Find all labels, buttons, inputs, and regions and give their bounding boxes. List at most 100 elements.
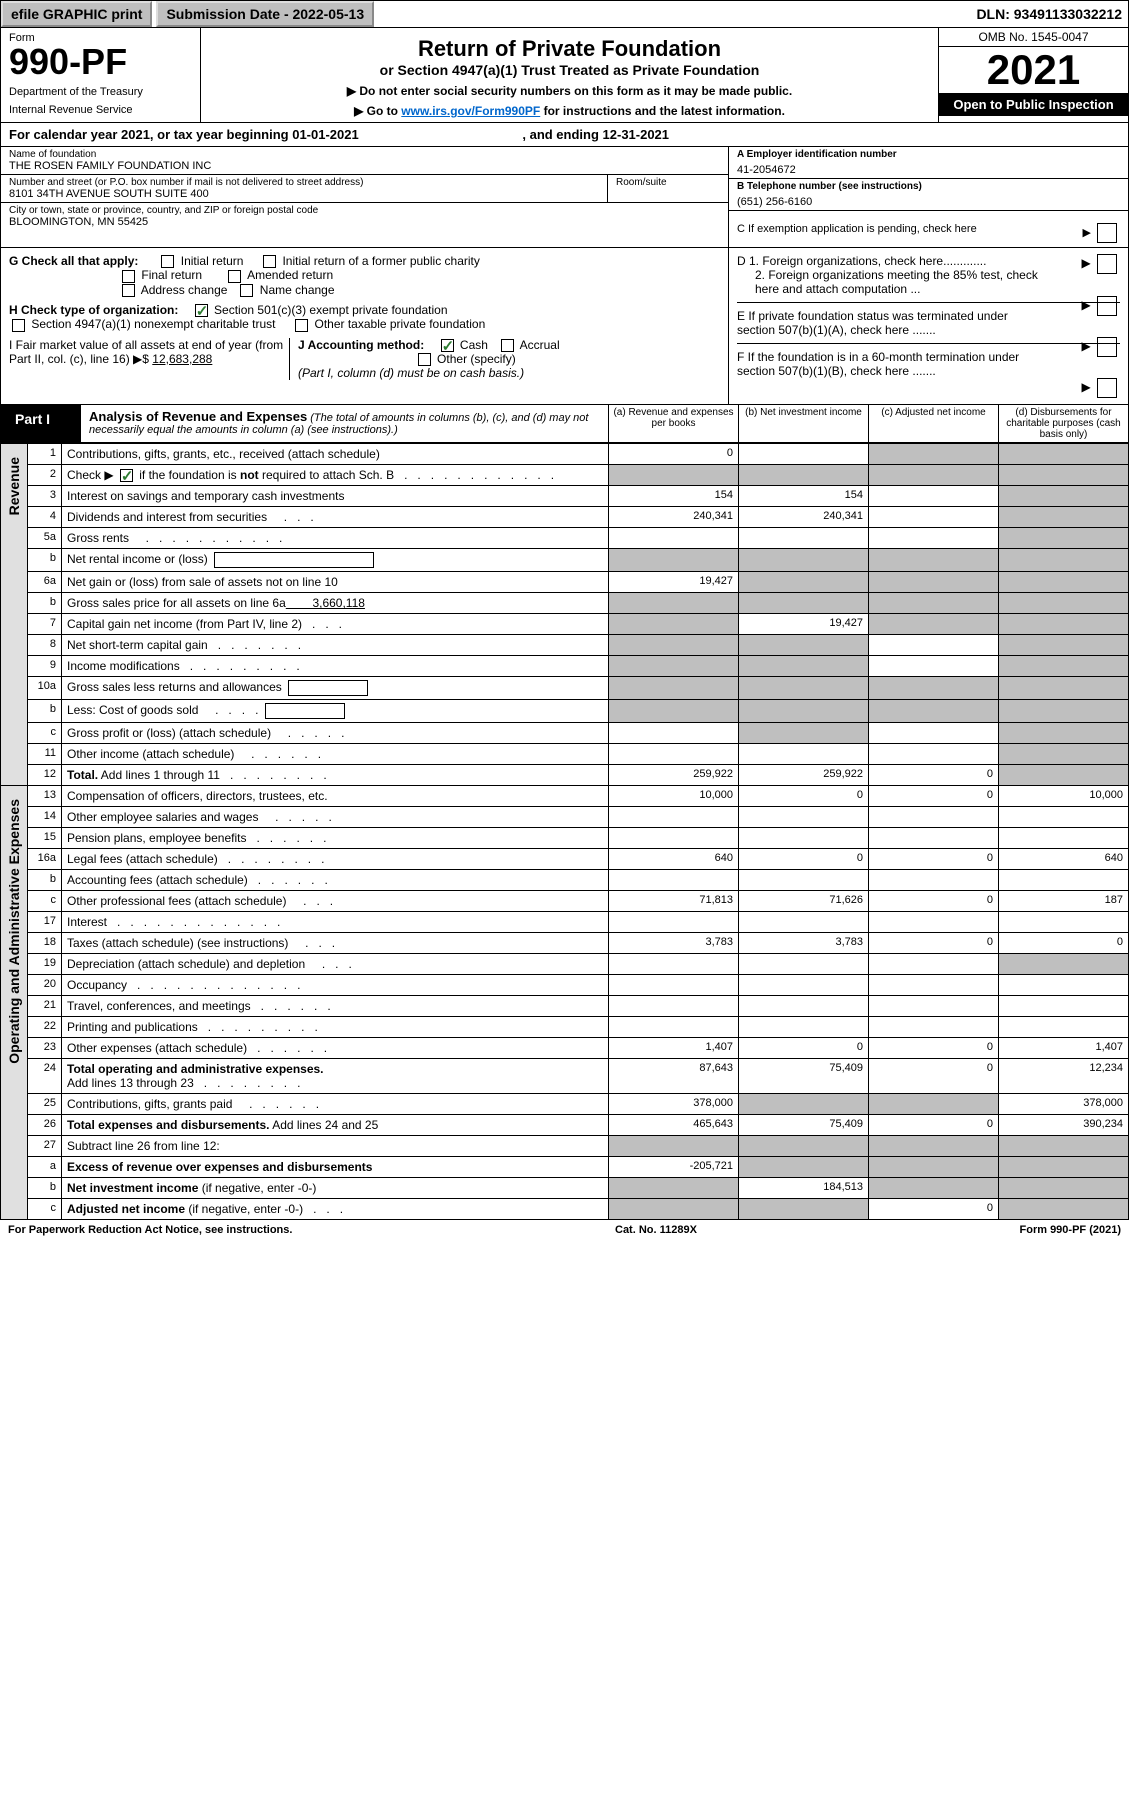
form990pf-link[interactable]: www.irs.gov/Form990PF: [401, 104, 540, 118]
col-a-value: [609, 1178, 739, 1199]
lbl-address-change: Address change: [141, 283, 228, 297]
i-block: I Fair market value of all assets at end…: [9, 338, 289, 381]
col-a-value: [609, 954, 739, 975]
exemption-cell: C If exemption application is pending, c…: [729, 211, 1128, 247]
row-number: 24: [28, 1059, 62, 1094]
exemption-checkbox[interactable]: [1097, 223, 1117, 243]
ein-cell: A Employer identification number 41-2054…: [729, 147, 1128, 179]
col-b-value: [739, 444, 869, 465]
row-desc: Other professional fees (attach schedule…: [62, 891, 609, 912]
table-row: cAdjusted net income (if negative, enter…: [1, 1199, 1129, 1220]
cb-final-return[interactable]: [122, 270, 135, 283]
cb-other-taxable[interactable]: [295, 319, 308, 332]
ij-row: I Fair market value of all assets at end…: [9, 338, 720, 381]
cb-4947[interactable]: [12, 319, 25, 332]
footer-left: For Paperwork Reduction Act Notice, see …: [8, 1224, 292, 1236]
i-value: 12,683,288: [152, 352, 212, 366]
col-b-value: 259,922: [739, 765, 869, 786]
lbl-amended: Amended return: [247, 268, 333, 282]
e-row: E If private foundation status was termi…: [737, 302, 1120, 337]
col-c-value: [869, 677, 999, 700]
col-a-value: [609, 912, 739, 933]
col-d-header: (d) Disbursements for charitable purpose…: [998, 405, 1128, 442]
col-d-value: [999, 572, 1129, 593]
d2-label: 2. Foreign organizations meeting the 85%…: [737, 268, 1047, 296]
col-a-value: [609, 828, 739, 849]
row-desc: Other income (attach schedule) . . . . .…: [62, 744, 609, 765]
open-to-public: Open to Public Inspection: [939, 93, 1128, 116]
col-d-value: [999, 954, 1129, 975]
col-b-value: [739, 870, 869, 891]
cb-foreign-85[interactable]: [1097, 296, 1117, 316]
col-d-value: [999, 614, 1129, 635]
foundation-name: THE ROSEN FAMILY FOUNDATION INC: [9, 160, 720, 172]
col-c-value: [869, 656, 999, 677]
cb-507b1a[interactable]: [1097, 337, 1117, 357]
col-c-value: 0: [869, 786, 999, 807]
col-c-value: [869, 996, 999, 1017]
row-desc: Accounting fees (attach schedule) . . . …: [62, 870, 609, 891]
col-a-value: [609, 593, 739, 614]
table-row: 25Contributions, gifts, grants paid . . …: [1, 1094, 1129, 1115]
efile-print-button[interactable]: efile GRAPHIC print: [1, 1, 152, 27]
table-row: 11Other income (attach schedule) . . . .…: [1, 744, 1129, 765]
part1-table: Revenue1Contributions, gifts, grants, et…: [0, 443, 1129, 1220]
addr-label: Number and street (or P.O. box number if…: [9, 177, 599, 188]
topbar: efile GRAPHIC print Submission Date - 20…: [0, 0, 1129, 28]
cb-other-method[interactable]: [418, 353, 431, 366]
phone-cell: B Telephone number (see instructions) (6…: [729, 179, 1128, 211]
table-row: 8Net short-term capital gain . . . . . .…: [1, 635, 1129, 656]
row-desc: Net short-term capital gain . . . . . . …: [62, 635, 609, 656]
col-b-value: [739, 465, 869, 486]
col-d-value: [999, 975, 1129, 996]
lbl-name-change: Name change: [260, 283, 335, 297]
lbl-initial-return: Initial return: [181, 254, 244, 268]
cb-name-change[interactable]: [240, 284, 253, 297]
row-number: 3: [28, 486, 62, 507]
row-number: 26: [28, 1115, 62, 1136]
row-number: 18: [28, 933, 62, 954]
cb-accrual[interactable]: [501, 339, 514, 352]
f-row: F If the foundation is in a 60-month ter…: [737, 343, 1120, 378]
row-desc: Gross sales price for all assets on line…: [62, 593, 609, 614]
col-d-value: [999, 807, 1129, 828]
cb-amended[interactable]: [228, 270, 241, 283]
cb-initial-former[interactable]: [263, 255, 276, 268]
col-d-value: [999, 1199, 1129, 1220]
h-row: H Check type of organization: Section 50…: [9, 303, 720, 332]
ghij-right: D 1. Foreign organizations, check here..…: [728, 248, 1128, 404]
row-desc: Occupancy . . . . . . . . . . . . .: [62, 975, 609, 996]
col-d-value: [999, 656, 1129, 677]
table-row: cOther professional fees (attach schedul…: [1, 891, 1129, 912]
cb-501c3[interactable]: [195, 304, 208, 317]
form-number: 990-PF: [9, 44, 192, 80]
cb-cash[interactable]: [441, 339, 454, 352]
ghij-left: G Check all that apply: Initial return I…: [1, 248, 728, 404]
table-row: 20Occupancy . . . . . . . . . . . . .: [1, 975, 1129, 996]
col-c-value: 0: [869, 1038, 999, 1059]
d1-label: D 1. Foreign organizations, check here..…: [737, 254, 986, 268]
col-c-value: [869, 572, 999, 593]
cb-initial-return[interactable]: [161, 255, 174, 268]
row-number: b: [28, 593, 62, 614]
cb-address-change[interactable]: [122, 284, 135, 297]
j-block: J Accounting method: Cash Accrual Other …: [289, 338, 720, 381]
col-a-value: [609, 656, 739, 677]
table-row: 10aGross sales less returns and allowanc…: [1, 677, 1129, 700]
col-c-value: [869, 1094, 999, 1115]
col-d-value: [999, 744, 1129, 765]
lbl-other-taxable: Other taxable private foundation: [315, 317, 486, 331]
col-a-value: [609, 700, 739, 723]
cb-foreign-org[interactable]: [1097, 254, 1117, 274]
col-a-value: [609, 975, 739, 996]
row-desc: Pension plans, employee benefits . . . .…: [62, 828, 609, 849]
col-b-value: [739, 677, 869, 700]
lbl-4947: Section 4947(a)(1) nonexempt charitable …: [31, 317, 275, 331]
row-number: c: [28, 891, 62, 912]
addr-value: 8101 34TH AVENUE SOUTH SUITE 400: [9, 188, 599, 200]
cb-507b1b[interactable]: [1097, 378, 1117, 398]
table-row: bNet investment income (if negative, ent…: [1, 1178, 1129, 1199]
col-b-value: 19,427: [739, 614, 869, 635]
col-b-value: 75,409: [739, 1059, 869, 1094]
col-c-value: [869, 700, 999, 723]
